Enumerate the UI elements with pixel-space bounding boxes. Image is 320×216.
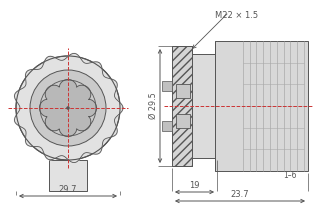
Bar (49, 160, 87, 191)
Bar (176, 84, 190, 98)
Text: 23.7: 23.7 (231, 190, 249, 199)
Circle shape (16, 56, 120, 160)
Polygon shape (39, 79, 97, 137)
Bar (162, 81, 172, 91)
Text: Ø 29.5: Ø 29.5 (149, 93, 158, 119)
Text: M22 × 1.5: M22 × 1.5 (215, 11, 259, 20)
Circle shape (67, 106, 69, 110)
Text: 19: 19 (189, 181, 200, 190)
Text: 1–6: 1–6 (283, 171, 297, 180)
Bar (176, 114, 190, 128)
Bar (215, 41, 308, 171)
Bar (172, 46, 192, 166)
Circle shape (30, 70, 106, 146)
Polygon shape (14, 53, 123, 163)
Bar (192, 54, 215, 158)
Text: 29.7: 29.7 (59, 185, 77, 194)
Bar (162, 121, 172, 131)
